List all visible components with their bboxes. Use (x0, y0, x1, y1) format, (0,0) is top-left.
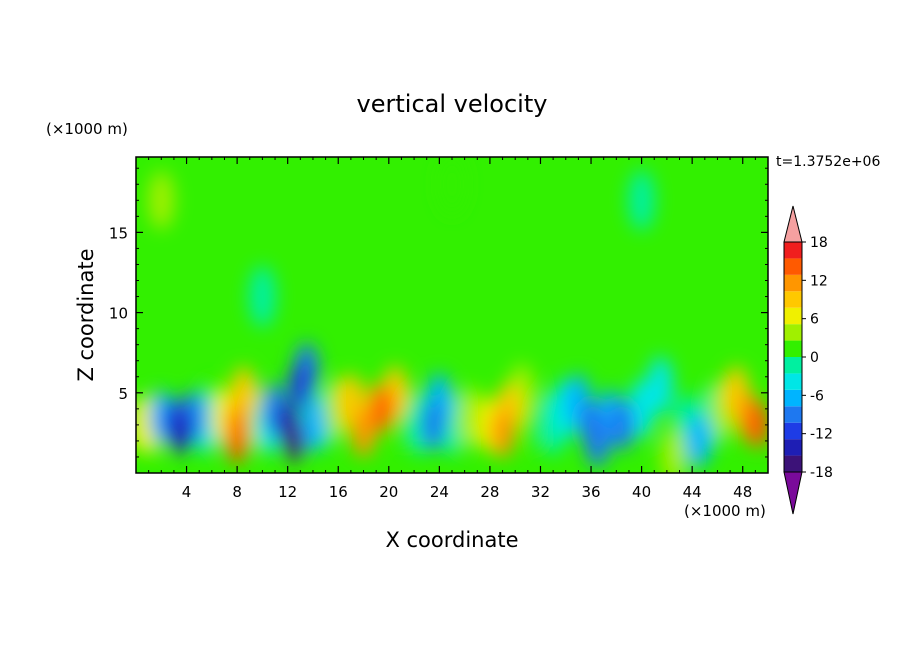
colorbar-band (784, 357, 802, 374)
field-cell (660, 427, 687, 473)
field-cell (438, 157, 466, 216)
colorbar-label: 18 (810, 235, 828, 251)
colorbar-label: -6 (810, 388, 824, 404)
field-cell (490, 408, 515, 458)
x-axis: 4 8 12 16 20 24 28 32 36 40 44 48 (148, 157, 756, 501)
colorbar-band (784, 455, 802, 472)
colorbar-label: 12 (810, 273, 828, 289)
field-cell (371, 385, 394, 432)
field-cell (421, 399, 445, 451)
colorbar-label: 0 (810, 350, 819, 366)
field-cell (686, 413, 711, 469)
colorbar-band (784, 422, 802, 440)
x-tick-label: 4 (182, 483, 192, 501)
field-cell (283, 419, 305, 463)
field-cell (647, 356, 674, 414)
field-cell (289, 361, 312, 409)
velocity-field (136, 157, 768, 473)
x-tick-label: 24 (430, 483, 449, 501)
chart-title: vertical velocity (357, 90, 548, 118)
field-cell (628, 379, 655, 439)
colorbar-extend-max (783, 205, 803, 243)
x-tick-label: 32 (531, 483, 550, 501)
field-cell (628, 170, 655, 231)
colorbar-extend-min (783, 471, 803, 515)
y-axis-unit: (×1000 m) (46, 120, 128, 138)
x-tick-label: 12 (278, 483, 297, 501)
colorbar-band (784, 291, 802, 308)
field-cell (169, 411, 191, 455)
plot-area (136, 157, 768, 473)
colorbar-band (784, 373, 802, 390)
colorbar-band (784, 439, 802, 456)
colorbar-band (784, 258, 802, 275)
field-cell (300, 397, 326, 453)
field-cell (148, 171, 175, 230)
y-tick-label: 5 (118, 385, 128, 403)
y-axis-label: Z coordinate (74, 248, 98, 381)
colorbar-label: -18 (810, 465, 833, 481)
y-tick-label: 10 (109, 305, 128, 323)
colorbar-band (784, 307, 802, 325)
colorbar: 18 12 6 0 -6 -12 -18 (783, 205, 833, 515)
y-axis: 5 10 15 (109, 167, 768, 458)
colorbar-band (784, 389, 802, 407)
x-tick-label: 8 (232, 483, 242, 501)
x-tick-label: 48 (733, 483, 752, 501)
field-cell (226, 418, 248, 464)
field-cell (352, 408, 375, 458)
x-axis-label: X coordinate (385, 528, 518, 552)
y-tick-label: 15 (109, 224, 128, 242)
field-cell (579, 400, 603, 450)
x-axis-unit: (×1000 m) (684, 502, 766, 520)
x-tick-label: 40 (632, 483, 651, 501)
field-cell (746, 401, 768, 448)
x-tick-label: 44 (683, 483, 702, 501)
colorbar-band (784, 274, 802, 292)
colorbar-band (784, 324, 802, 341)
time-label: t=1.3752e+06 (776, 154, 880, 170)
x-tick-label: 28 (480, 483, 499, 501)
colorbar-band (784, 406, 802, 423)
field-cell (248, 265, 276, 328)
colorbar-band (784, 340, 802, 357)
x-tick-label: 36 (581, 483, 600, 501)
x-tick-label: 16 (329, 483, 348, 501)
x-tick-label: 20 (379, 483, 398, 501)
colorbar-label: -12 (810, 427, 833, 443)
field-cell (457, 386, 485, 448)
colorbar-label: 6 (810, 312, 819, 328)
colorbar-band (784, 242, 802, 259)
field-cell (610, 399, 635, 451)
